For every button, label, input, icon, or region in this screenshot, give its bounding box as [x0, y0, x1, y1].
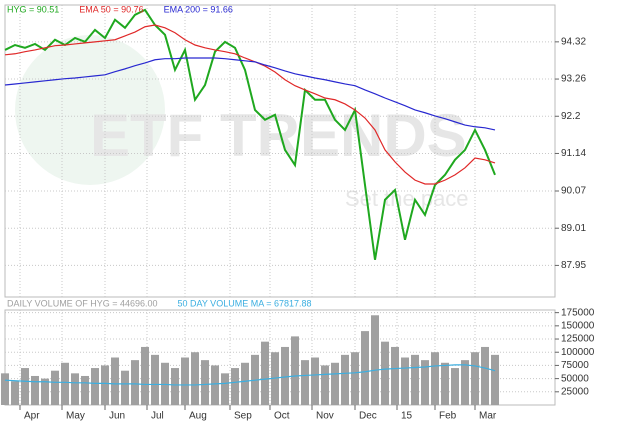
x-tick-label: Feb — [439, 411, 457, 422]
volume-bar — [181, 357, 189, 405]
volume-bar — [131, 360, 139, 405]
volume-bar — [341, 354, 349, 405]
volume-bar — [231, 368, 239, 405]
legend-label: HYG = 90.51 — [7, 4, 59, 14]
volume-bar — [441, 362, 449, 405]
volume-bar — [301, 360, 309, 405]
volume-bar — [241, 362, 249, 405]
y-tick-label: 25000 — [561, 386, 589, 397]
volume-bar — [211, 365, 219, 405]
volume-bar — [1, 373, 9, 405]
x-tick-label: Mar — [479, 411, 497, 422]
x-tick-label: Dec — [359, 411, 377, 422]
volume-bar — [221, 373, 229, 405]
y-tick-label: 75000 — [561, 360, 589, 371]
x-tick-label: Jun — [109, 411, 125, 422]
volume-bar — [491, 354, 499, 405]
volume-bar — [11, 381, 19, 405]
volume-bar — [121, 370, 129, 405]
x-tick-label: Sep — [234, 411, 252, 422]
y-tick-label: 94.32 — [561, 36, 586, 47]
series-line — [4, 24, 496, 185]
volume-bar — [451, 368, 459, 405]
volume-bar — [381, 341, 389, 405]
volume-bar — [91, 368, 99, 405]
legend-label: EMA 200 = 91.66 — [164, 4, 233, 14]
y-tick-label: 91.14 — [561, 148, 586, 159]
volume-bar — [401, 357, 409, 405]
volume-bar — [371, 315, 379, 405]
y-tick-label: 93.26 — [561, 74, 586, 85]
series-line — [4, 364, 496, 386]
x-tick-label: Nov — [316, 411, 334, 422]
volume-bar — [41, 378, 49, 405]
volume-bar — [461, 360, 469, 405]
volume-bar — [411, 354, 419, 405]
x-tick-label: Aug — [189, 411, 207, 422]
watermark-circle — [15, 35, 165, 185]
y-tick-label: 150000 — [561, 320, 595, 331]
volume-bar — [321, 365, 329, 405]
x-tick-label: Apr — [24, 411, 40, 422]
x-tick-label: Oct — [274, 411, 290, 422]
y-tick-label: 50000 — [561, 373, 589, 384]
volume-bar — [471, 352, 479, 405]
volume-bar — [261, 341, 269, 405]
volume-bar — [361, 331, 369, 405]
y-tick-label: 175000 — [561, 307, 595, 318]
volume-bar — [481, 346, 489, 405]
y-tick-label: 125000 — [561, 334, 595, 345]
x-tick-label: May — [66, 411, 85, 422]
watermark-tagline: Set the pace — [345, 186, 469, 211]
volume-bar — [151, 354, 159, 405]
volume-bar — [101, 365, 109, 405]
series-line — [4, 8, 496, 260]
volume-bar — [71, 373, 79, 405]
volume-bar — [311, 357, 319, 405]
y-tick-label: 100000 — [561, 347, 595, 358]
price-frame — [4, 4, 556, 298]
y-tick-label: 92.2 — [561, 111, 581, 122]
legend-label: DAILY VOLUME OF HYG = 44696.00 — [7, 298, 158, 308]
volume-frame — [4, 309, 556, 406]
volume-bar — [171, 368, 179, 405]
y-tick-label: 87.95 — [561, 260, 586, 271]
volume-bar — [421, 360, 429, 405]
volume-bar — [281, 346, 289, 405]
volume-bar — [141, 346, 149, 405]
volume-bar — [431, 352, 439, 405]
volume-bar — [191, 352, 199, 405]
volume-bar — [81, 375, 89, 405]
volume-bar — [31, 375, 39, 405]
legend-label: EMA 50 = 90.76 — [79, 4, 143, 14]
volume-bar — [331, 362, 339, 405]
x-tick-label: 15 — [401, 411, 413, 422]
volume-bar — [201, 360, 209, 405]
volume-bar — [291, 336, 299, 405]
y-tick-label: 90.07 — [561, 186, 586, 197]
volume-bar — [21, 368, 29, 405]
series-line — [4, 57, 496, 131]
legend-label: 50 DAY VOLUME MA = 67817.88 — [178, 298, 312, 308]
x-tick-label: Jul — [151, 411, 164, 422]
volume-bar — [51, 370, 59, 405]
y-tick-label: 89.01 — [561, 223, 586, 234]
watermark-text: ETF TRENDS — [90, 102, 467, 169]
volume-bar — [351, 352, 359, 405]
volume-bar — [61, 362, 69, 405]
volume-bar — [391, 346, 399, 405]
volume-bar — [111, 357, 119, 405]
